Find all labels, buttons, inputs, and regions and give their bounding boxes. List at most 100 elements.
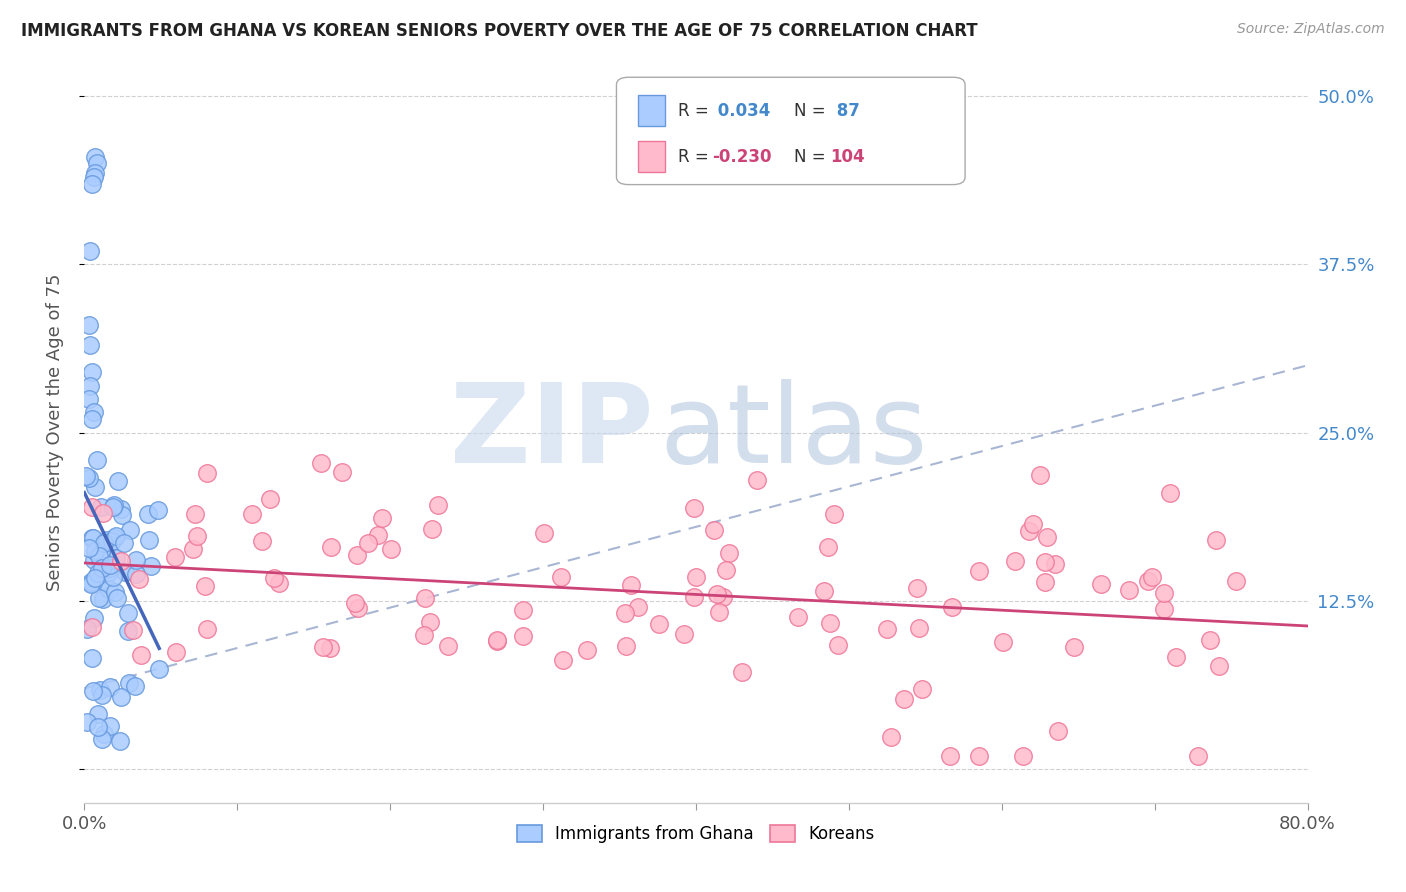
Point xyxy=(356,536,378,550)
Text: Source: ZipAtlas.com: Source: ZipAtlas.com xyxy=(1237,22,1385,37)
Point xyxy=(1198,632,1220,647)
Point xyxy=(1033,555,1056,569)
Point xyxy=(714,563,737,577)
Point xyxy=(84,544,107,558)
Point xyxy=(938,748,960,763)
Point xyxy=(98,680,121,694)
Point xyxy=(105,529,128,543)
Point xyxy=(1208,659,1230,673)
Point xyxy=(967,748,990,763)
Point xyxy=(1090,577,1112,591)
Point xyxy=(413,591,436,606)
Point xyxy=(823,507,845,521)
Point xyxy=(125,566,148,581)
Point xyxy=(128,572,150,586)
Point xyxy=(114,566,136,580)
Point xyxy=(184,507,207,521)
Point xyxy=(118,676,141,690)
Point xyxy=(79,471,101,485)
Point xyxy=(108,733,131,747)
Point xyxy=(77,318,100,332)
Point xyxy=(163,549,186,564)
Point xyxy=(80,412,103,426)
Point xyxy=(83,480,105,494)
Point xyxy=(330,466,353,480)
Point xyxy=(86,453,108,467)
Text: atlas: atlas xyxy=(659,379,928,486)
Point xyxy=(614,639,637,653)
Point xyxy=(124,553,146,567)
Point xyxy=(97,582,120,597)
Point xyxy=(101,569,124,583)
Point xyxy=(84,150,107,164)
Point xyxy=(93,727,115,741)
Point xyxy=(319,540,342,554)
Point xyxy=(941,599,963,614)
Point xyxy=(1153,601,1175,615)
Point xyxy=(436,639,458,653)
Point xyxy=(124,679,146,693)
FancyBboxPatch shape xyxy=(638,141,665,172)
Point xyxy=(90,545,112,559)
Point xyxy=(136,508,159,522)
Point xyxy=(576,643,599,657)
Point xyxy=(148,502,170,516)
Text: N =: N = xyxy=(794,148,831,166)
Point xyxy=(685,570,707,584)
Point xyxy=(419,615,441,629)
Point xyxy=(80,365,103,379)
Point xyxy=(1063,640,1085,654)
Point xyxy=(1205,533,1227,547)
Point xyxy=(80,620,103,634)
Point xyxy=(876,623,898,637)
Point xyxy=(117,606,139,620)
Point xyxy=(1187,748,1209,763)
Point xyxy=(103,498,125,512)
Point xyxy=(96,533,118,547)
Point xyxy=(1046,723,1069,738)
Point xyxy=(84,166,107,180)
Text: ZIP: ZIP xyxy=(450,379,654,486)
Point xyxy=(101,500,124,514)
Point xyxy=(82,651,104,665)
Point xyxy=(533,525,555,540)
Text: IMMIGRANTS FROM GHANA VS KOREAN SENIORS POVERTY OVER THE AGE OF 75 CORRELATION C: IMMIGRANTS FROM GHANA VS KOREAN SENIORS … xyxy=(21,22,977,40)
Point xyxy=(747,473,769,487)
Point xyxy=(87,720,110,734)
Point xyxy=(83,571,105,585)
Point xyxy=(485,633,508,648)
Point xyxy=(83,405,105,419)
Point xyxy=(77,541,100,555)
Point xyxy=(614,607,637,621)
Point xyxy=(110,554,132,568)
Point xyxy=(1137,574,1160,588)
Point xyxy=(1012,748,1035,763)
Point xyxy=(512,629,534,643)
Point xyxy=(98,560,121,574)
Point xyxy=(104,551,127,566)
Point xyxy=(1153,586,1175,600)
Point xyxy=(86,156,108,170)
Point xyxy=(967,564,990,578)
Point xyxy=(80,576,103,591)
Point xyxy=(82,500,104,514)
Point xyxy=(367,528,389,542)
Point xyxy=(240,508,263,522)
Point xyxy=(87,549,110,564)
FancyBboxPatch shape xyxy=(616,78,965,185)
Point xyxy=(195,466,218,480)
Point xyxy=(79,338,101,352)
Point xyxy=(186,529,208,543)
Point xyxy=(426,498,449,512)
Point xyxy=(551,653,574,667)
Point xyxy=(112,536,135,550)
Point xyxy=(83,610,105,624)
Point xyxy=(111,508,134,522)
Point xyxy=(1164,650,1187,665)
Point xyxy=(319,641,342,656)
Point xyxy=(75,469,97,483)
Legend: Immigrants from Ghana, Koreans: Immigrants from Ghana, Koreans xyxy=(510,819,882,850)
Point xyxy=(730,665,752,679)
Text: 0.034: 0.034 xyxy=(711,102,770,120)
Point xyxy=(879,730,901,744)
